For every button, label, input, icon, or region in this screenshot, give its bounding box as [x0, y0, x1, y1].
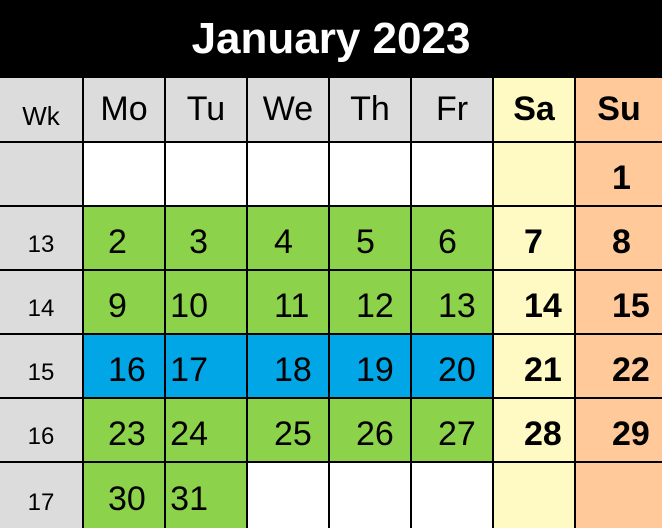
- header-week: Wk: [0, 78, 82, 141]
- header-monday: Mo: [84, 78, 164, 141]
- day-cell-sunday: 15: [576, 271, 662, 333]
- day-cell-tuesday: 3: [166, 207, 246, 269]
- day-cell-tuesday: 31: [166, 463, 246, 528]
- day-cell-thursday: 5: [330, 207, 410, 269]
- day-cell-wednesday: 11: [248, 271, 328, 333]
- day-cell-tuesday: [166, 143, 246, 205]
- day-cell-thursday: [330, 143, 410, 205]
- day-cell-thursday: 26: [330, 399, 410, 461]
- week-number: 13: [0, 207, 82, 269]
- day-cell-wednesday: [248, 463, 328, 528]
- header-wednesday: We: [248, 78, 328, 141]
- day-cell-friday: 6: [412, 207, 492, 269]
- day-cell-monday: 30: [84, 463, 164, 528]
- day-cell-friday: 27: [412, 399, 492, 461]
- day-cell-sunday: 1: [576, 143, 662, 205]
- day-cell-friday: 13: [412, 271, 492, 333]
- week-number: 17: [0, 463, 82, 528]
- day-cell-thursday: 12: [330, 271, 410, 333]
- day-cell-wednesday: 25: [248, 399, 328, 461]
- day-cell-thursday: [330, 463, 410, 528]
- header-thursday: Th: [330, 78, 410, 141]
- day-cell-wednesday: [248, 143, 328, 205]
- day-cell-tuesday: 10: [166, 271, 246, 333]
- week-number: [0, 143, 82, 205]
- day-cell-tuesday: 17: [166, 335, 246, 397]
- day-cell-sunday: 22: [576, 335, 662, 397]
- day-cell-saturday: 7: [494, 207, 574, 269]
- header-friday: Fr: [412, 78, 492, 141]
- day-cell-tuesday: 24: [166, 399, 246, 461]
- day-cell-monday: 2: [84, 207, 164, 269]
- day-cell-monday: 9: [84, 271, 164, 333]
- week-number: 14: [0, 271, 82, 333]
- day-cell-sunday: 29: [576, 399, 662, 461]
- header-tuesday: Tu: [166, 78, 246, 141]
- header-sunday: Su: [576, 78, 662, 141]
- day-cell-monday: [84, 143, 164, 205]
- day-cell-saturday: 21: [494, 335, 574, 397]
- day-cell-friday: 20: [412, 335, 492, 397]
- day-cell-saturday: 14: [494, 271, 574, 333]
- week-number: 16: [0, 399, 82, 461]
- header-saturday: Sa: [494, 78, 574, 141]
- day-cell-wednesday: 4: [248, 207, 328, 269]
- day-cell-friday: [412, 463, 492, 528]
- day-cell-saturday: [494, 143, 574, 205]
- day-cell-thursday: 19: [330, 335, 410, 397]
- day-cell-saturday: [494, 463, 574, 528]
- day-cell-sunday: 8: [576, 207, 662, 269]
- day-cell-sunday: [576, 463, 662, 528]
- day-cell-monday: 23: [84, 399, 164, 461]
- calendar-title: January 2023: [0, 0, 662, 78]
- week-number: 15: [0, 335, 82, 397]
- day-cell-saturday: 28: [494, 399, 574, 461]
- day-cell-monday: 16: [84, 335, 164, 397]
- day-cell-friday: [412, 143, 492, 205]
- day-cell-wednesday: 18: [248, 335, 328, 397]
